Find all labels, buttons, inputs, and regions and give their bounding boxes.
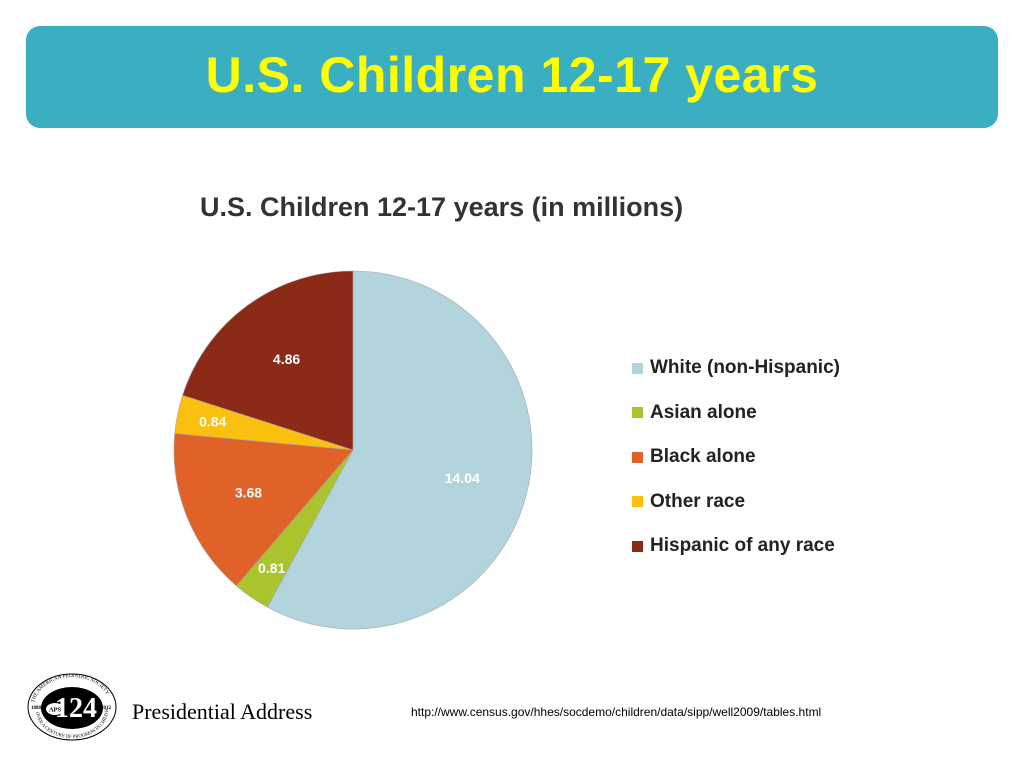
data-label-hispanic-of-any-race: 4.86 bbox=[273, 351, 300, 367]
legend-item-other-race: Other race bbox=[632, 480, 840, 525]
legend-label: Asian alone bbox=[650, 401, 757, 423]
logo-badge: APS bbox=[49, 707, 62, 714]
legend-swatch bbox=[632, 540, 643, 552]
logo-year-right: 2012 bbox=[101, 706, 112, 711]
legend-label: Other race bbox=[650, 490, 746, 512]
legend-swatch bbox=[632, 496, 643, 508]
title-bar: U.S. Children 12-17 years bbox=[26, 26, 998, 128]
pie-slice-black-alone bbox=[173, 433, 354, 587]
pie-slice-white-non-hispanic bbox=[266, 270, 533, 630]
data-label-other-race: 0.84 bbox=[199, 413, 226, 429]
legend-item-black-alone: Black alone bbox=[632, 435, 840, 480]
legend-swatch bbox=[632, 407, 643, 419]
legend-item-white-non-hispanic: White (non-Hispanic) bbox=[632, 346, 840, 391]
legend-label: White (non-Hispanic) bbox=[650, 357, 840, 379]
footer-label: Presidential Address bbox=[132, 699, 313, 724]
pie-slice-hispanic-of-any-race bbox=[182, 270, 354, 451]
logo-year-left: 1888 bbox=[31, 706, 42, 711]
source-url: http://www.census.gov/hhes/socdemo/child… bbox=[411, 705, 822, 719]
slide-title: U.S. Children 12-17 years bbox=[205, 47, 819, 103]
legend-item-hispanic-of-any-race: Hispanic of any race bbox=[632, 524, 840, 569]
data-label-asian-alone: 0.81 bbox=[258, 560, 285, 576]
legend-label: Hispanic of any race bbox=[650, 535, 835, 557]
data-label-white-non-hispanic: 14.04 bbox=[445, 470, 480, 486]
legend-swatch bbox=[632, 362, 643, 374]
aps-logo: THE AMERICAN PEDIATRIC SOCIETY OVER A CE… bbox=[24, 672, 117, 741]
data-label-black-alone: 3.68 bbox=[235, 484, 262, 500]
legend-item-asian-alone: Asian alone bbox=[632, 391, 840, 436]
legend-label: Black alone bbox=[650, 446, 756, 468]
legend-swatch bbox=[632, 451, 643, 463]
chart-title: U.S. Children 12-17 years (in millions) bbox=[200, 192, 684, 222]
chart-legend: White (non-Hispanic) Asian alone Black alo… bbox=[632, 346, 840, 569]
